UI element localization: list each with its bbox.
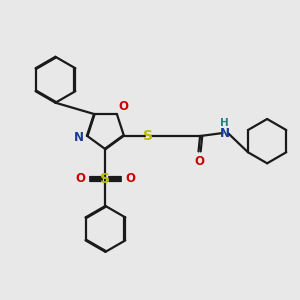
Text: O: O: [195, 155, 205, 168]
Text: S: S: [100, 172, 110, 186]
Text: H: H: [220, 118, 228, 128]
Text: S: S: [143, 129, 153, 143]
Text: O: O: [75, 172, 85, 185]
Text: N: N: [74, 130, 84, 144]
Text: O: O: [118, 100, 128, 112]
Text: O: O: [126, 172, 136, 185]
Text: N: N: [220, 127, 230, 140]
